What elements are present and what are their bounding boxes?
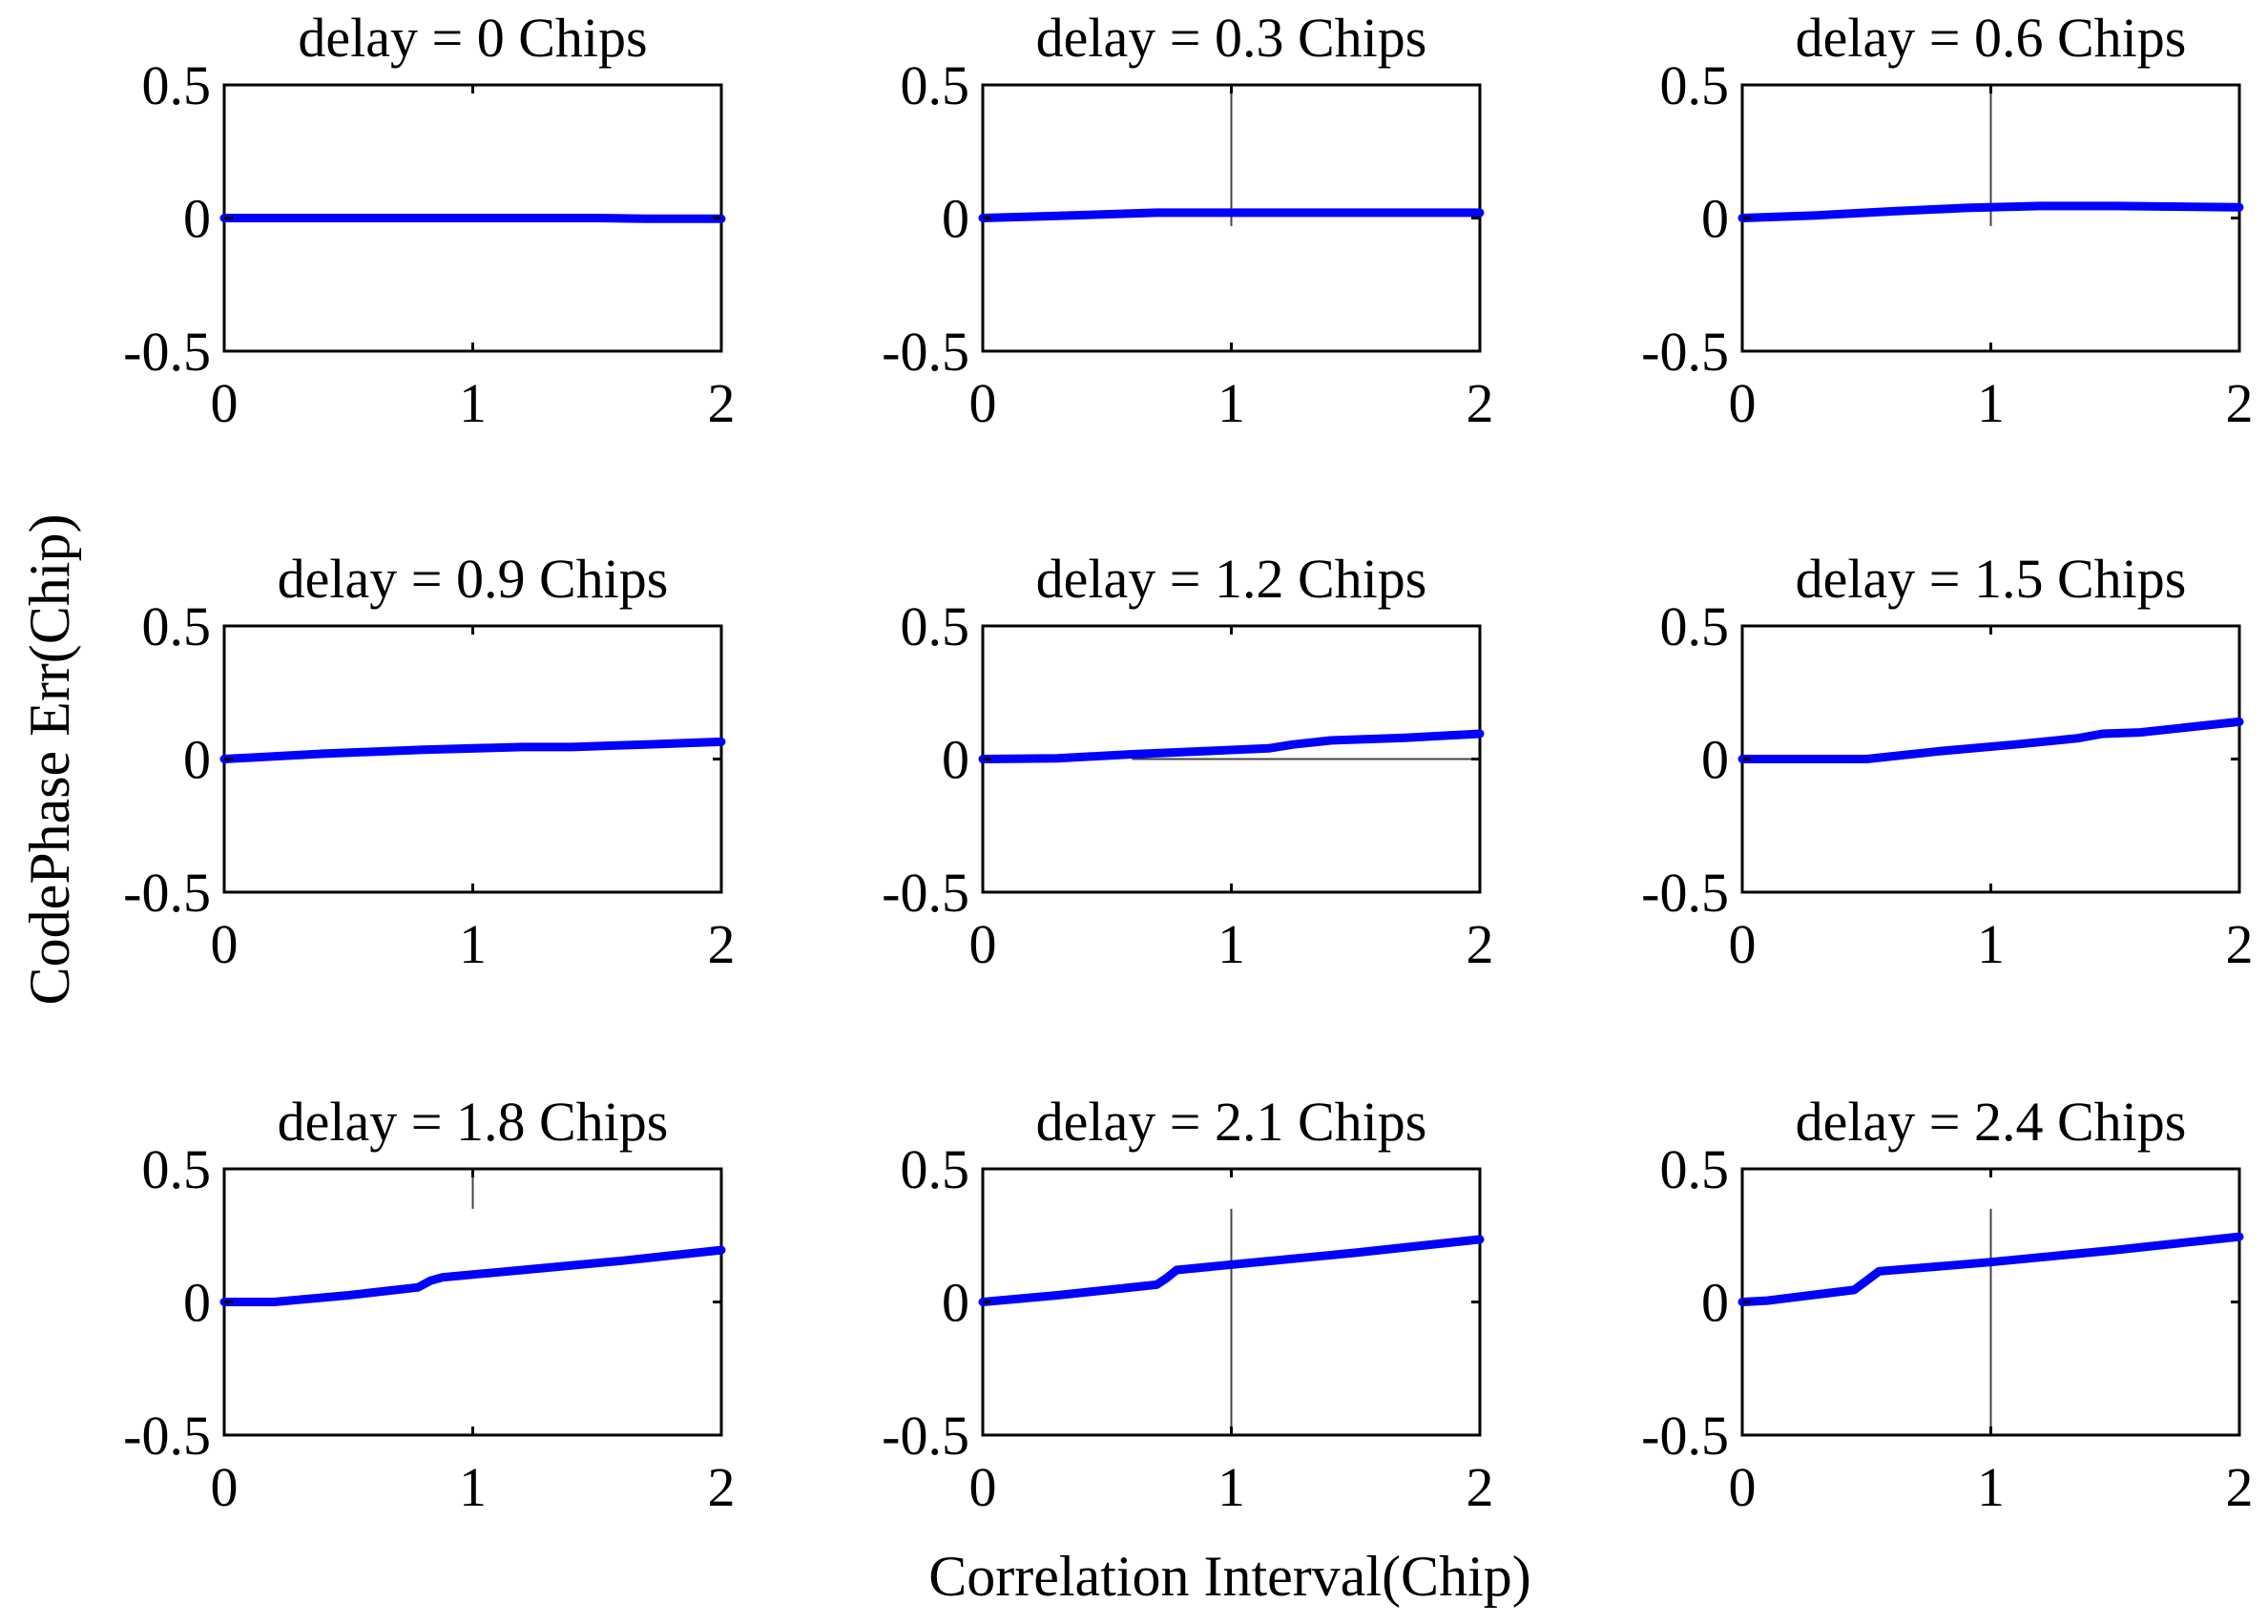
series-line: [219, 1245, 726, 1306]
y-tick-label: 0: [183, 188, 211, 250]
x-tick-label: 2: [708, 913, 736, 975]
y-tick-label: 0.5: [142, 595, 212, 657]
y-tick-label: 0.5: [901, 595, 970, 657]
y-tick-label: 0.5: [142, 54, 212, 116]
x-tick-label: 2: [708, 1456, 736, 1518]
y-tick-label: -0.5: [123, 1405, 211, 1467]
y-tick-label: 0: [1701, 188, 1729, 250]
x-tick-label: 0: [1729, 372, 1757, 434]
series-line: [1737, 201, 2244, 222]
subplot-title: delay = 0.6 Chips: [1796, 7, 2187, 69]
y-tick-label: 0: [1701, 1272, 1729, 1334]
series-line: [219, 737, 726, 763]
x-tick-label: 0: [969, 913, 997, 975]
x-tick-label: 0: [1729, 913, 1757, 975]
y-tick-label: -0.5: [123, 862, 211, 924]
x-tick-label: 0: [211, 913, 239, 975]
y-tick-label: 0: [942, 729, 969, 791]
x-tick-label: 2: [1467, 913, 1494, 975]
subplot-title: delay = 0.3 Chips: [1036, 7, 1427, 69]
y-tick-label: 0: [1701, 729, 1729, 791]
y-tick-label: 0: [942, 188, 969, 250]
x-tick-label: 0: [1729, 1456, 1757, 1518]
y-tick-label: 0: [183, 729, 211, 791]
series-line: [978, 208, 1485, 222]
x-tick-label: 1: [1217, 913, 1245, 975]
x-tick-label: 1: [1977, 913, 2005, 975]
x-tick-label: 1: [459, 372, 487, 434]
series-line: [978, 1235, 1485, 1306]
series-line: [1737, 1232, 2244, 1306]
x-tick-label: 2: [1467, 372, 1494, 434]
subplot-title: delay = 0.9 Chips: [278, 548, 669, 610]
x-tick-label: 2: [1467, 1456, 1494, 1518]
y-tick-label: 0.5: [901, 54, 970, 116]
x-tick-label: 0: [969, 372, 997, 434]
x-tick-label: 2: [2226, 913, 2254, 975]
x-tick-label: 1: [459, 1456, 487, 1518]
x-tick-label: 1: [459, 913, 487, 975]
y-tick-label: 0.5: [1660, 54, 1730, 116]
x-tick-label: 2: [2226, 372, 2254, 434]
figure-ylabel: CodePhase Err(Chip): [18, 514, 81, 1006]
y-tick-label: -0.5: [1641, 321, 1729, 383]
subplot-title: delay = 1.8 Chips: [278, 1091, 669, 1153]
y-tick-label: -0.5: [1641, 862, 1729, 924]
y-tick-label: 0.5: [142, 1138, 212, 1200]
y-tick-label: 0.5: [1660, 595, 1730, 657]
subplot-title: delay = 2.1 Chips: [1036, 1091, 1427, 1153]
x-tick-label: 0: [211, 1456, 239, 1518]
x-tick-label: 1: [1217, 1456, 1245, 1518]
figure-xlabel: Correlation Interval(Chip): [928, 1545, 1530, 1608]
y-tick-label: -0.5: [123, 321, 211, 383]
y-tick-label: -0.5: [882, 1405, 969, 1467]
series-line: [1737, 717, 2244, 763]
x-tick-label: 2: [708, 372, 736, 434]
x-tick-label: 0: [211, 372, 239, 434]
x-tick-label: 1: [1217, 372, 1245, 434]
subplot-title: delay = 1.5 Chips: [1796, 548, 2187, 610]
x-tick-label: 2: [2226, 1456, 2254, 1518]
x-tick-label: 0: [969, 1456, 997, 1518]
y-tick-label: -0.5: [882, 321, 969, 383]
y-tick-label: 0: [942, 1272, 969, 1334]
y-tick-label: -0.5: [882, 862, 969, 924]
y-tick-label: 0.5: [1660, 1138, 1730, 1200]
y-tick-label: 0: [183, 1272, 211, 1334]
series-line: [978, 729, 1485, 763]
subplot-title: delay = 1.2 Chips: [1036, 548, 1427, 610]
x-tick-label: 1: [1977, 1456, 2005, 1518]
y-tick-label: -0.5: [1641, 1405, 1729, 1467]
x-tick-label: 1: [1977, 372, 2005, 434]
y-tick-label: 0.5: [901, 1138, 970, 1200]
subplot-title: delay = 0 Chips: [298, 7, 647, 69]
subplot-title: delay = 2.4 Chips: [1796, 1091, 2187, 1153]
